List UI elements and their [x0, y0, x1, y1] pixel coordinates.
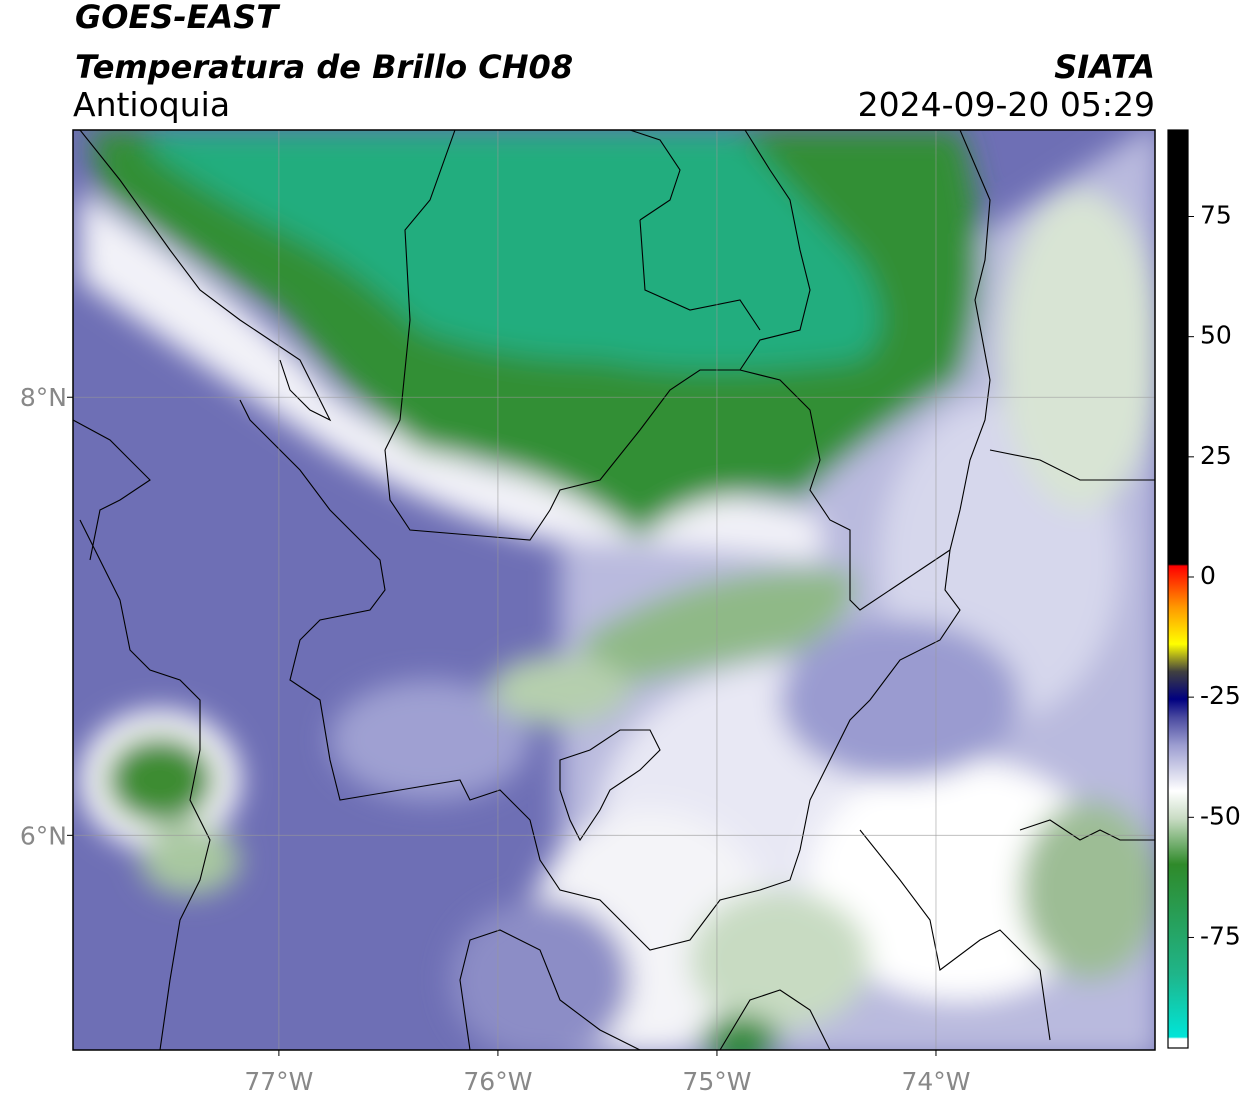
x-tick-label: 77°W [244, 1067, 313, 1096]
source: SIATA [1054, 48, 1155, 86]
colorbar-tick-label: 75 [1200, 201, 1232, 230]
x-tick-label: 75°W [682, 1067, 751, 1096]
colorbar-tick-label: -75 [1200, 921, 1241, 950]
colorbar [1167, 129, 1189, 1049]
region: Antioquia [73, 85, 230, 124]
plot-frame [72, 129, 1156, 1051]
colorbar-tick-label: 25 [1200, 441, 1232, 470]
y-tick-label: 6°N [20, 821, 67, 850]
subtitle: Temperatura de Brillo CH08 [75, 48, 573, 86]
x-tick-label: 74°W [901, 1067, 970, 1096]
colorbar-tick-label: 50 [1200, 321, 1232, 350]
timestamp: 2024-09-20 05:29 [858, 85, 1155, 124]
colorbar-tick-label: -50 [1200, 801, 1241, 830]
grid [73, 130, 1155, 1050]
y-tick-label: 8°N [20, 383, 67, 412]
title: GOES-EAST [75, 0, 280, 36]
borders [73, 130, 1155, 1050]
colorbar-tick-label: 0 [1200, 561, 1216, 590]
x-tick-label: 76°W [463, 1067, 532, 1096]
map-imagery [73, 130, 1155, 1050]
colorbar-tick-label: -25 [1200, 681, 1241, 710]
